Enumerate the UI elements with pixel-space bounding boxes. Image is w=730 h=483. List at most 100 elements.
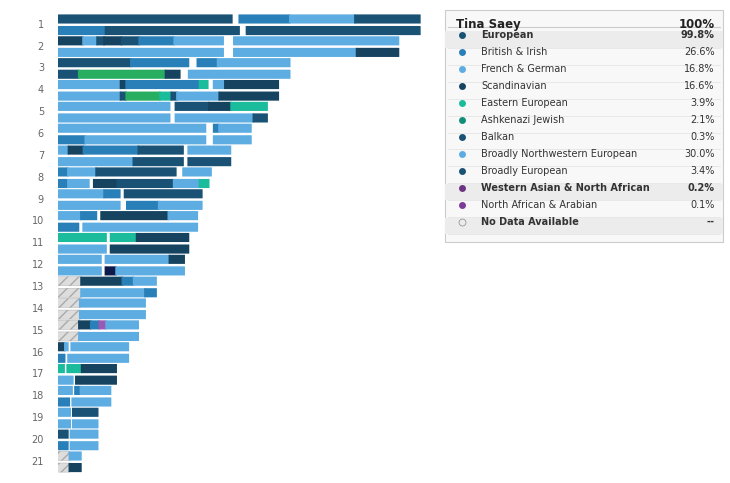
FancyBboxPatch shape	[217, 58, 291, 67]
Text: 15: 15	[31, 326, 44, 336]
FancyBboxPatch shape	[79, 310, 146, 319]
FancyBboxPatch shape	[138, 36, 175, 45]
FancyBboxPatch shape	[176, 92, 220, 100]
FancyBboxPatch shape	[126, 92, 161, 100]
FancyBboxPatch shape	[72, 419, 99, 428]
FancyBboxPatch shape	[69, 452, 82, 461]
FancyBboxPatch shape	[105, 320, 139, 329]
FancyBboxPatch shape	[67, 354, 129, 363]
FancyBboxPatch shape	[69, 441, 99, 450]
FancyBboxPatch shape	[64, 342, 69, 351]
FancyBboxPatch shape	[120, 92, 127, 100]
FancyBboxPatch shape	[58, 211, 82, 220]
FancyBboxPatch shape	[188, 145, 231, 155]
FancyBboxPatch shape	[165, 70, 180, 79]
FancyBboxPatch shape	[123, 189, 203, 199]
FancyBboxPatch shape	[58, 452, 70, 461]
Text: 17: 17	[31, 369, 44, 379]
FancyBboxPatch shape	[58, 233, 107, 242]
FancyBboxPatch shape	[70, 342, 129, 351]
FancyBboxPatch shape	[58, 408, 71, 417]
Text: --: --	[707, 216, 715, 227]
Text: 6: 6	[38, 129, 44, 139]
FancyBboxPatch shape	[58, 26, 106, 35]
FancyBboxPatch shape	[103, 189, 120, 199]
FancyBboxPatch shape	[230, 102, 268, 111]
Text: 26.6%: 26.6%	[684, 47, 715, 57]
FancyBboxPatch shape	[80, 211, 97, 220]
FancyBboxPatch shape	[58, 364, 65, 373]
FancyBboxPatch shape	[85, 135, 207, 144]
Text: 5: 5	[38, 107, 44, 117]
FancyBboxPatch shape	[171, 92, 177, 100]
FancyBboxPatch shape	[213, 135, 252, 144]
FancyBboxPatch shape	[133, 157, 184, 166]
FancyBboxPatch shape	[58, 114, 171, 123]
FancyBboxPatch shape	[58, 36, 84, 45]
Text: 4: 4	[38, 85, 44, 95]
FancyBboxPatch shape	[224, 80, 279, 89]
Text: Eastern European: Eastern European	[481, 98, 568, 108]
FancyBboxPatch shape	[104, 266, 117, 275]
FancyBboxPatch shape	[130, 58, 189, 67]
FancyBboxPatch shape	[253, 114, 268, 123]
FancyBboxPatch shape	[58, 48, 224, 57]
Text: Broadly Northwestern European: Broadly Northwestern European	[481, 149, 637, 159]
FancyBboxPatch shape	[58, 223, 80, 232]
FancyBboxPatch shape	[58, 124, 207, 133]
FancyBboxPatch shape	[58, 92, 121, 100]
Text: Broadly European: Broadly European	[481, 166, 568, 176]
Text: 16.8%: 16.8%	[684, 64, 715, 74]
FancyBboxPatch shape	[58, 298, 80, 308]
Text: French & German: French & German	[481, 64, 567, 74]
Text: 99.8%: 99.8%	[680, 30, 715, 41]
FancyBboxPatch shape	[58, 135, 86, 144]
FancyBboxPatch shape	[58, 441, 69, 450]
FancyBboxPatch shape	[78, 70, 166, 79]
FancyBboxPatch shape	[67, 168, 96, 176]
FancyBboxPatch shape	[79, 298, 146, 308]
FancyBboxPatch shape	[58, 58, 131, 67]
Text: 30.0%: 30.0%	[684, 149, 715, 159]
FancyBboxPatch shape	[169, 255, 185, 264]
Text: Scandinavian: Scandinavian	[481, 81, 547, 91]
Text: 9: 9	[38, 195, 44, 205]
FancyBboxPatch shape	[99, 320, 107, 329]
Text: 14: 14	[31, 304, 44, 314]
FancyBboxPatch shape	[58, 463, 70, 472]
FancyBboxPatch shape	[67, 179, 90, 188]
FancyBboxPatch shape	[354, 14, 420, 24]
Text: 13: 13	[31, 282, 44, 292]
FancyBboxPatch shape	[80, 288, 145, 298]
FancyBboxPatch shape	[120, 36, 139, 45]
FancyBboxPatch shape	[58, 179, 69, 188]
FancyBboxPatch shape	[126, 201, 159, 210]
FancyBboxPatch shape	[68, 145, 84, 155]
FancyBboxPatch shape	[58, 145, 69, 155]
FancyBboxPatch shape	[82, 145, 139, 155]
FancyBboxPatch shape	[233, 36, 399, 45]
Text: 3: 3	[38, 63, 44, 73]
Text: 8: 8	[38, 173, 44, 183]
FancyBboxPatch shape	[72, 408, 99, 417]
Text: Western Asian & North African: Western Asian & North African	[481, 183, 650, 193]
Text: 11: 11	[31, 238, 44, 248]
FancyBboxPatch shape	[188, 70, 291, 79]
FancyBboxPatch shape	[80, 386, 112, 395]
FancyBboxPatch shape	[66, 364, 82, 373]
Text: 0.3%: 0.3%	[690, 132, 715, 142]
Text: 21: 21	[31, 457, 44, 467]
FancyBboxPatch shape	[110, 244, 189, 254]
FancyBboxPatch shape	[233, 48, 357, 57]
FancyBboxPatch shape	[90, 320, 100, 329]
FancyBboxPatch shape	[103, 36, 122, 45]
Text: 20: 20	[31, 435, 44, 445]
Bar	[445, 218, 723, 234]
FancyBboxPatch shape	[115, 266, 185, 275]
Text: 2: 2	[38, 42, 44, 52]
Bar	[445, 184, 723, 200]
Text: 18: 18	[31, 391, 44, 401]
Text: Tina Saey: Tina Saey	[456, 18, 521, 31]
FancyBboxPatch shape	[173, 179, 200, 188]
FancyBboxPatch shape	[96, 36, 104, 45]
